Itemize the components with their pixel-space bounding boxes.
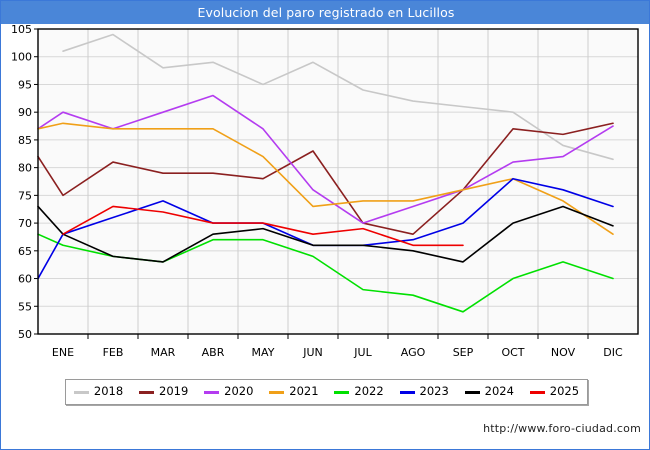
legend-item-2018[interactable]: 2018 [72, 386, 125, 398]
legend-swatch-icon [334, 390, 350, 394]
legend-swatch-icon [73, 390, 89, 394]
legend-swatch-icon [529, 390, 545, 394]
legend-swatch-icon [269, 390, 285, 394]
y-axis-tick-label: 85 [18, 134, 32, 147]
legend-item-2022[interactable]: 2022 [332, 386, 385, 398]
window-title-bar: Evolucion del paro registrado en Lucillo… [1, 1, 649, 24]
y-axis-tick-label: 55 [18, 300, 32, 313]
page-title: Evolucion del paro registrado en Lucillo… [197, 5, 455, 20]
y-axis-tick-label: 60 [18, 273, 32, 286]
line-chart-svg: 50 55 60 65 70 75 80 85 90 95 100 105 ENE FEB MAR ABR MA… [11, 24, 639, 359]
y-axis-tick-label: 75 [18, 189, 32, 202]
x-axis-tick-label: ABR [202, 346, 225, 359]
x-axis-tick-label: AGO [401, 346, 426, 359]
chart-area: 50 55 60 65 70 75 80 85 90 95 100 105 ENE FEB MAR ABR MA… [1, 24, 649, 449]
legend-swatch-icon [204, 390, 220, 394]
series-line-2018 [62, 33, 614, 161]
y-axis-tick-label: 50 [18, 328, 32, 341]
legend-label: 2024 [484, 384, 514, 399]
x-axis-tick-label: SEP [453, 346, 474, 359]
legend-item-2024[interactable]: 2024 [463, 386, 516, 398]
x-axis-tick-label: MAR [151, 346, 176, 359]
y-axis-tick-label: 70 [18, 217, 32, 230]
x-axis-tick-label: ENE [52, 346, 74, 359]
y-axis-tick-label: 105 [11, 24, 32, 36]
legend-swatch-icon [464, 390, 480, 394]
x-axis-tick-label: JUL [353, 346, 372, 359]
series-line-2025 [62, 205, 464, 247]
legend-label: 2018 [93, 384, 124, 399]
y-axis-tick-label: 95 [18, 78, 32, 91]
legend-swatch-icon [399, 390, 415, 394]
x-axis-tick-label: MAY [252, 346, 275, 359]
legend-label: 2021 [289, 384, 319, 399]
legend-label: 2025 [549, 384, 580, 399]
x-axis-tick-label: FEB [103, 346, 124, 359]
legend-swatch-icon [139, 390, 155, 394]
y-axis-tick-label: 80 [18, 162, 32, 175]
chart-legend: 2018 2019 2020 2021 2022 2023 2024 2025 [65, 379, 588, 405]
legend-item-2021[interactable]: 2021 [267, 386, 320, 398]
legend-item-2019[interactable]: 2019 [137, 386, 190, 398]
legend-item-2023[interactable]: 2023 [398, 386, 451, 398]
x-axis-tick-label: DIC [603, 346, 623, 359]
legend-label: 2020 [224, 384, 254, 399]
x-axis-tick-label: JUN [302, 346, 323, 359]
source-url: http://www.foro-ciudad.com [483, 422, 641, 435]
series-line-2024 [37, 205, 614, 263]
legend-label: 2022 [354, 384, 384, 399]
legend-item-2025[interactable]: 2025 [528, 386, 581, 398]
legend-label: 2019 [159, 384, 189, 399]
x-axis-tick-label: OCT [501, 346, 524, 359]
legend-item-2020[interactable]: 2020 [202, 386, 255, 398]
legend-label: 2023 [419, 384, 449, 399]
series-line-2019 [37, 122, 614, 235]
x-axis-tick-label: NOV [551, 346, 576, 359]
y-axis-tick-label: 100 [11, 51, 32, 64]
y-axis-tick-label: 90 [18, 106, 32, 119]
plot-frame [37, 28, 639, 335]
y-axis-tick-label: 65 [18, 245, 32, 258]
